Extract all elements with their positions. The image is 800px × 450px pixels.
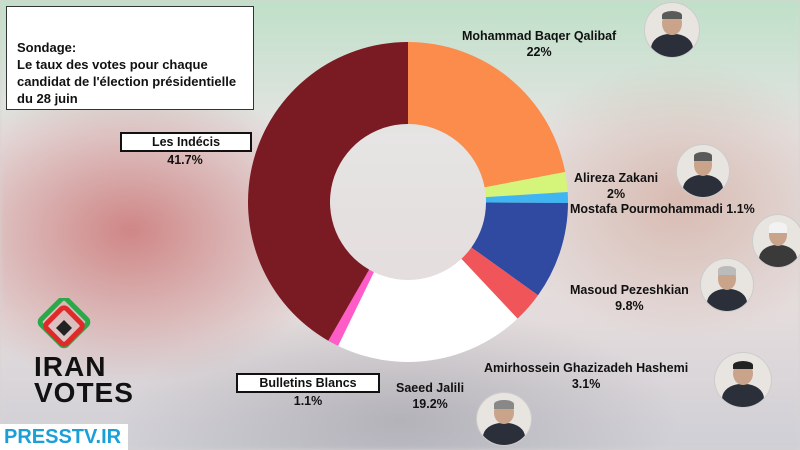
label-pezeshkian: Masoud Pezeshkian 9.8% [570, 282, 689, 314]
label-jalili-value: 19.2% [412, 397, 448, 411]
chart-title-box: Sondage: Le taux des votes pour chaque c… [6, 6, 254, 110]
label-indecis-name: Les Indécis [120, 132, 252, 152]
slice-masoud-pezeshkian [471, 202, 568, 296]
label-qalibaf: Mohammad Baqer Qalibaf 22% [462, 28, 616, 60]
label-indecis: Les Indécis 41.7% [120, 132, 252, 168]
label-blancs: Bulletins Blancs 1.1% [236, 373, 380, 409]
label-indecis-value: 41.7% [167, 153, 203, 167]
label-zakani: Alireza Zakani 2% [574, 170, 658, 202]
label-blancs-name: Bulletins Blancs [236, 373, 380, 393]
label-pourmohammadi: Mostafa Pourmohammadi 1.1% [570, 201, 755, 217]
label-hashemi: Amirhossein Ghazizadeh Hashemi 3.1% [484, 360, 688, 392]
presstv-brand: PRESSTV.IR [0, 424, 128, 450]
label-zakani-value: 2% [607, 187, 626, 201]
slice-mohammad-baqer-qalibaf [408, 42, 566, 188]
avatar-pourmohammadi [752, 214, 800, 268]
avatar-pezeshkian [700, 258, 754, 312]
label-zakani-name: Alireza Zakani [574, 171, 659, 185]
slice-saeed-jalili [338, 258, 518, 362]
label-hashemi-value: 3.1% [571, 377, 601, 391]
chart-title-line2: Le taux des votes pour chaque candidat d… [17, 57, 237, 106]
avatar-qalibaf [644, 2, 700, 58]
label-pourmohammadi-name: Mostafa Pourmohammadi [570, 202, 723, 216]
slice-alireza-zakani [484, 172, 568, 198]
ballot-icon [37, 298, 91, 349]
logo-line2: VOTES [34, 377, 134, 408]
avatar-jalili [476, 392, 532, 446]
logo-line1: IRAN [34, 351, 107, 382]
slice-amirhossein-ghazizadeh-hashemi [461, 247, 539, 319]
label-blancs-value: 1.1% [293, 394, 323, 408]
label-qalibaf-name: Mohammad Baqer Qalibaf [462, 29, 617, 43]
slice-bulletins-blancs [328, 269, 374, 346]
label-pezeshkian-name: Masoud Pezeshkian [570, 283, 689, 297]
avatar-hashemi [714, 352, 772, 408]
label-qalibaf-value: 22% [526, 45, 552, 59]
label-hashemi-name: Amirhossein Ghazizadeh Hashemi [484, 361, 689, 375]
slice-les-ind-cis [248, 42, 408, 341]
label-jalili-name: Saeed Jalili [396, 381, 465, 395]
label-pourmohammadi-value: 1.1% [726, 202, 755, 216]
slice-mostafa-pourmohammadi [485, 191, 568, 204]
avatar-zakani [676, 144, 730, 198]
label-pezeshkian-value: 9.8% [615, 299, 644, 313]
label-jalili: Saeed Jalili 19.2% [396, 380, 464, 412]
chart-title-line1: Sondage: [17, 40, 77, 55]
